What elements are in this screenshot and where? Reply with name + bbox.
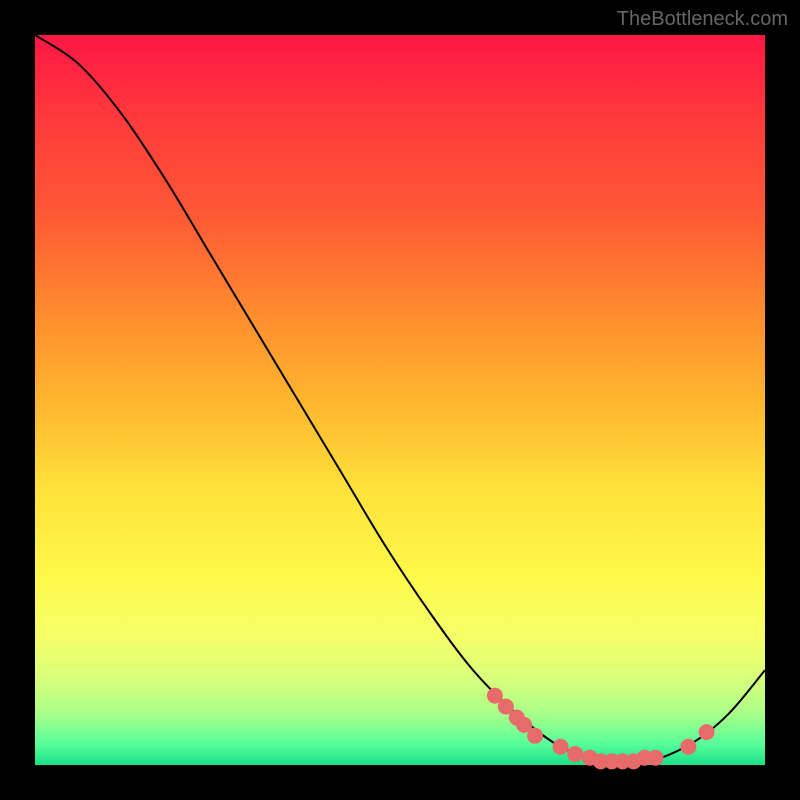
data-marker xyxy=(567,746,583,762)
data-marker xyxy=(699,724,715,740)
data-marker xyxy=(527,728,543,744)
chart-plot-area xyxy=(35,35,765,765)
chart-curve-layer xyxy=(35,35,765,765)
bottleneck-curve xyxy=(35,35,765,763)
marker-group xyxy=(487,688,715,770)
data-marker xyxy=(553,739,569,755)
data-marker xyxy=(680,739,696,755)
watermark-label: TheBottleneck.com xyxy=(617,8,788,31)
data-marker xyxy=(648,750,664,766)
